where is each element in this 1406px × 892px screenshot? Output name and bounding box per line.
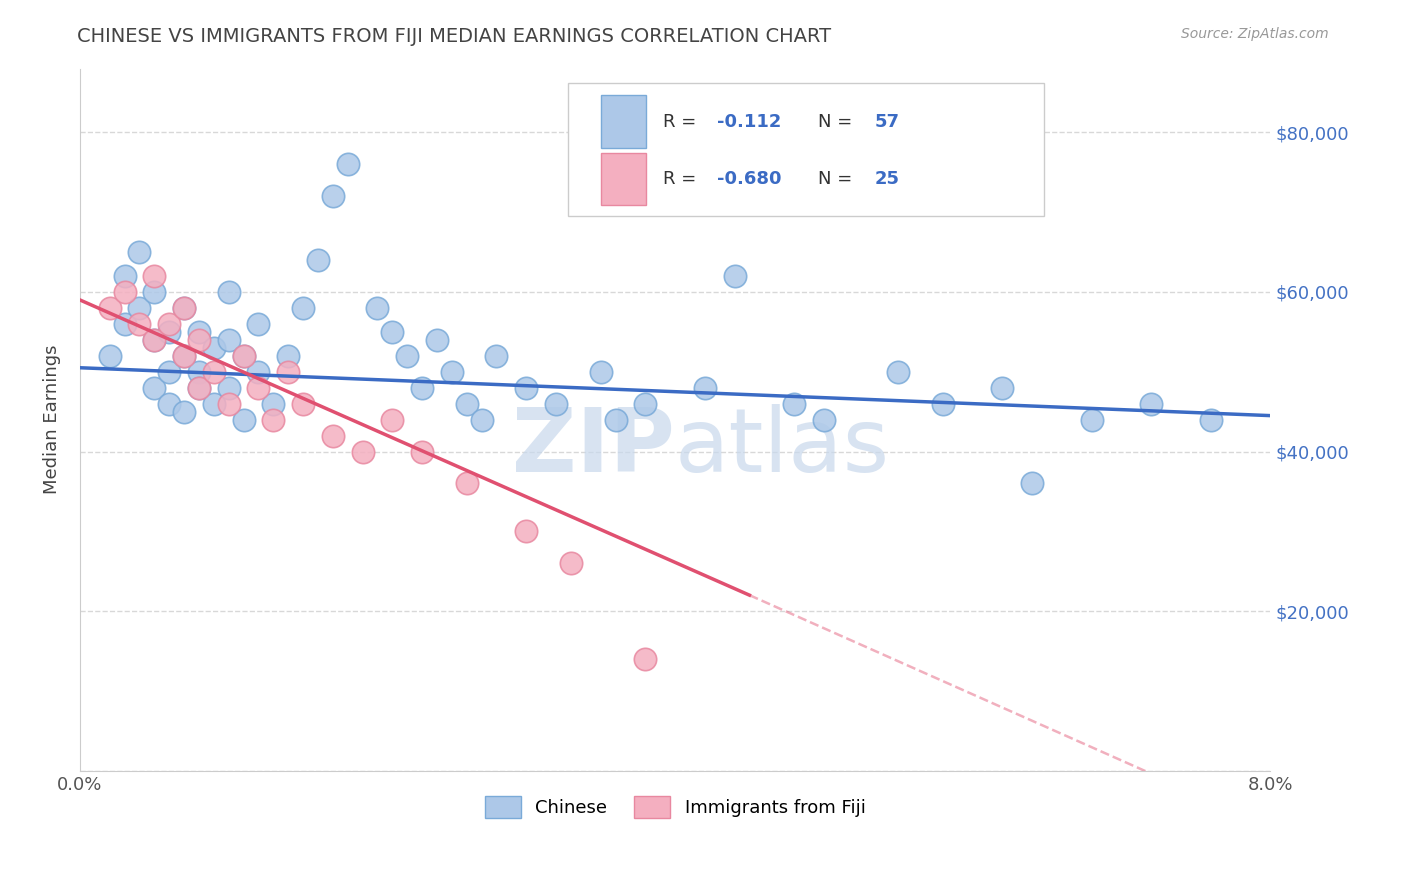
Point <box>232 349 254 363</box>
Point <box>352 444 374 458</box>
Point <box>991 381 1014 395</box>
Point <box>187 333 209 347</box>
Text: N =: N = <box>818 112 858 131</box>
Point <box>589 365 612 379</box>
Point <box>128 245 150 260</box>
Point <box>411 381 433 395</box>
Point <box>98 349 121 363</box>
Point <box>218 285 240 299</box>
Point <box>232 412 254 426</box>
Point <box>515 381 537 395</box>
Point <box>932 397 955 411</box>
Point <box>202 397 225 411</box>
Text: -0.680: -0.680 <box>717 170 782 188</box>
Point <box>128 317 150 331</box>
Point <box>218 397 240 411</box>
Text: R =: R = <box>664 170 702 188</box>
Point <box>202 341 225 355</box>
Point <box>143 333 166 347</box>
Point <box>634 397 657 411</box>
Point <box>232 349 254 363</box>
Point <box>544 397 567 411</box>
Point <box>157 325 180 339</box>
Point <box>1140 397 1163 411</box>
Point <box>128 301 150 315</box>
Point <box>813 412 835 426</box>
Text: N =: N = <box>818 170 858 188</box>
Text: 25: 25 <box>875 170 900 188</box>
Point <box>173 301 195 315</box>
FancyBboxPatch shape <box>602 95 647 148</box>
Point <box>114 317 136 331</box>
Point <box>456 397 478 411</box>
Point <box>723 268 745 283</box>
Point <box>247 365 270 379</box>
FancyBboxPatch shape <box>602 153 647 205</box>
Text: ZIP: ZIP <box>512 404 675 491</box>
Point <box>887 365 910 379</box>
Point <box>307 253 329 268</box>
Point <box>187 381 209 395</box>
Point <box>693 381 716 395</box>
Point <box>322 189 344 203</box>
Point <box>1199 412 1222 426</box>
Point <box>247 381 270 395</box>
Legend: Chinese, Immigrants from Fiji: Chinese, Immigrants from Fiji <box>477 789 873 825</box>
Point <box>143 333 166 347</box>
Point <box>277 365 299 379</box>
Text: R =: R = <box>664 112 702 131</box>
Point <box>187 381 209 395</box>
Point <box>114 285 136 299</box>
Point <box>560 556 582 570</box>
Y-axis label: Median Earnings: Median Earnings <box>44 345 60 494</box>
Point <box>381 412 404 426</box>
Point <box>173 301 195 315</box>
Point <box>114 268 136 283</box>
Point <box>262 412 284 426</box>
Text: CHINESE VS IMMIGRANTS FROM FIJI MEDIAN EARNINGS CORRELATION CHART: CHINESE VS IMMIGRANTS FROM FIJI MEDIAN E… <box>77 27 831 45</box>
Text: 57: 57 <box>875 112 900 131</box>
Point <box>173 349 195 363</box>
Text: atlas: atlas <box>675 404 890 491</box>
Point <box>247 317 270 331</box>
Point <box>157 365 180 379</box>
Point <box>262 397 284 411</box>
Point <box>396 349 419 363</box>
Point <box>173 404 195 418</box>
Point <box>381 325 404 339</box>
Point <box>202 365 225 379</box>
Point <box>187 365 209 379</box>
Point <box>173 349 195 363</box>
Point <box>157 397 180 411</box>
FancyBboxPatch shape <box>568 83 1045 216</box>
Point <box>187 325 209 339</box>
Point <box>1021 476 1043 491</box>
Point <box>456 476 478 491</box>
Point <box>277 349 299 363</box>
Point <box>143 268 166 283</box>
Point <box>515 524 537 539</box>
Point <box>605 412 627 426</box>
Point <box>366 301 388 315</box>
Point <box>1080 412 1102 426</box>
Point <box>426 333 449 347</box>
Point <box>485 349 508 363</box>
Point <box>322 428 344 442</box>
Point <box>471 412 494 426</box>
Point <box>292 397 315 411</box>
Point <box>440 365 463 379</box>
Point <box>292 301 315 315</box>
Point <box>336 157 359 171</box>
Point <box>218 333 240 347</box>
Point <box>411 444 433 458</box>
Point <box>98 301 121 315</box>
Point <box>143 381 166 395</box>
Point <box>157 317 180 331</box>
Point <box>783 397 806 411</box>
Point <box>143 285 166 299</box>
Text: Source: ZipAtlas.com: Source: ZipAtlas.com <box>1181 27 1329 41</box>
Point <box>634 652 657 666</box>
Text: -0.112: -0.112 <box>717 112 782 131</box>
Point <box>218 381 240 395</box>
